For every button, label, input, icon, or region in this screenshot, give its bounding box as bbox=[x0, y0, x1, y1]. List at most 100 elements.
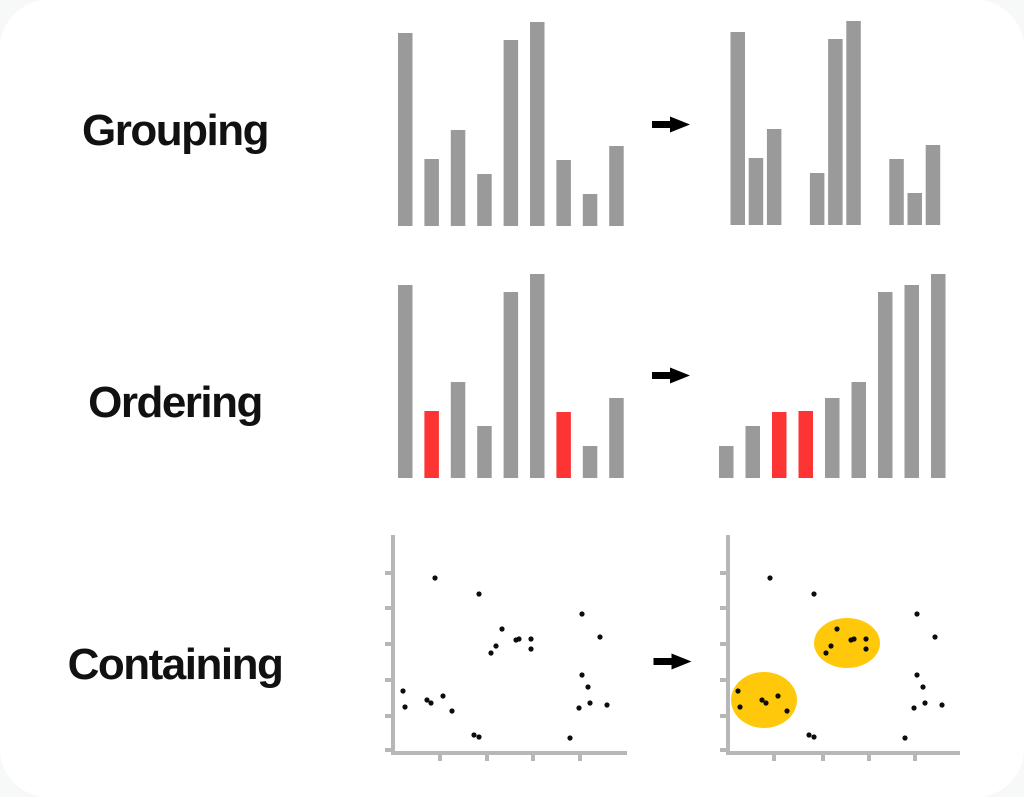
scatter-point bbox=[428, 700, 434, 706]
bar bbox=[889, 159, 904, 225]
scatter-point bbox=[432, 575, 438, 581]
scatter-point bbox=[528, 646, 534, 652]
x-axis-tick bbox=[485, 755, 489, 761]
bar bbox=[730, 32, 745, 225]
scatter-point bbox=[823, 650, 829, 656]
scatter-point bbox=[811, 591, 817, 597]
highlighted-bar bbox=[424, 411, 439, 478]
scatter-point bbox=[828, 643, 834, 649]
scatter-point bbox=[585, 684, 591, 690]
scatter-point bbox=[528, 636, 534, 642]
scatter-point bbox=[775, 693, 781, 699]
bar bbox=[748, 158, 764, 225]
scatter-point bbox=[914, 672, 920, 678]
bar bbox=[477, 174, 492, 226]
bar bbox=[556, 160, 571, 226]
bar bbox=[530, 274, 545, 478]
scatter-point bbox=[440, 693, 446, 699]
bar bbox=[398, 285, 413, 478]
scatter-point bbox=[402, 704, 408, 710]
scatter-point bbox=[834, 626, 840, 632]
scatter-point bbox=[863, 636, 869, 642]
bar bbox=[745, 426, 760, 478]
highlighted-bar bbox=[798, 411, 813, 478]
bar bbox=[907, 193, 922, 225]
y-axis-tick bbox=[720, 642, 726, 646]
y-axis-tick bbox=[385, 748, 391, 752]
row-label-grouping: Grouping bbox=[82, 106, 269, 155]
scatter-point bbox=[914, 611, 920, 617]
right-arrow-icon bbox=[653, 653, 692, 670]
scatter-point bbox=[516, 636, 522, 642]
scatter-point bbox=[476, 734, 482, 740]
bar bbox=[398, 33, 413, 226]
scatter-point bbox=[911, 705, 917, 711]
bar bbox=[450, 130, 466, 226]
scatter-point bbox=[932, 634, 938, 640]
y-axis-tick bbox=[385, 571, 391, 575]
bar bbox=[719, 446, 734, 478]
y-axis-tick bbox=[720, 714, 726, 718]
bar bbox=[846, 21, 861, 225]
scatter-point bbox=[767, 575, 773, 581]
scatter-point bbox=[763, 700, 769, 706]
containing-after-chart bbox=[720, 535, 960, 761]
scatter-point bbox=[587, 700, 593, 706]
bar bbox=[477, 426, 492, 478]
scatter-point bbox=[476, 591, 482, 597]
containing-before-chart bbox=[385, 535, 627, 761]
bar bbox=[851, 382, 866, 478]
scatter-point bbox=[567, 735, 573, 741]
row-label-containing: Containing bbox=[67, 640, 284, 689]
scatter-point bbox=[759, 697, 765, 703]
grouping-after-chart bbox=[730, 21, 941, 225]
y-axis bbox=[391, 535, 395, 755]
bar bbox=[878, 292, 893, 478]
bar bbox=[809, 173, 825, 225]
x-axis bbox=[391, 751, 627, 755]
y-axis-tick bbox=[720, 571, 726, 575]
scatter-point bbox=[920, 684, 926, 690]
y-axis-tick bbox=[720, 678, 726, 682]
bar bbox=[503, 292, 519, 478]
right-arrow-icon bbox=[652, 116, 690, 133]
bar bbox=[450, 382, 466, 478]
grouping-before-chart bbox=[398, 22, 624, 226]
ordering-before-chart bbox=[398, 274, 624, 478]
scatter-point bbox=[488, 650, 494, 656]
y-axis-tick bbox=[385, 714, 391, 718]
bar bbox=[424, 159, 439, 226]
y-axis bbox=[726, 535, 730, 755]
x-axis-tick bbox=[578, 755, 582, 761]
scatter-point bbox=[597, 634, 603, 640]
x-axis-tick bbox=[821, 755, 825, 761]
scatter-point bbox=[737, 704, 743, 710]
scatter-point bbox=[449, 708, 455, 714]
bar bbox=[766, 129, 782, 225]
x-axis-tick bbox=[913, 755, 917, 761]
y-axis-tick bbox=[385, 678, 391, 682]
bar bbox=[582, 446, 598, 478]
scatter-point bbox=[902, 735, 908, 741]
scatter-point bbox=[851, 636, 857, 642]
scatter-point bbox=[579, 611, 585, 617]
x-axis-tick bbox=[438, 755, 442, 761]
bar bbox=[931, 274, 946, 478]
scatter-point bbox=[471, 732, 477, 738]
bar bbox=[904, 285, 919, 478]
scatter-point bbox=[493, 643, 499, 649]
x-axis-tick bbox=[531, 755, 535, 761]
bar bbox=[828, 39, 843, 225]
scatter-point bbox=[811, 734, 817, 740]
scatter-point bbox=[735, 688, 741, 694]
bar bbox=[503, 40, 519, 226]
ordering-after-chart bbox=[719, 274, 946, 478]
bar bbox=[530, 22, 545, 226]
scatter-point bbox=[939, 702, 945, 708]
bar bbox=[609, 398, 624, 478]
scatter-point bbox=[400, 688, 406, 694]
x-axis-tick bbox=[772, 755, 776, 761]
y-axis-tick bbox=[720, 748, 726, 752]
